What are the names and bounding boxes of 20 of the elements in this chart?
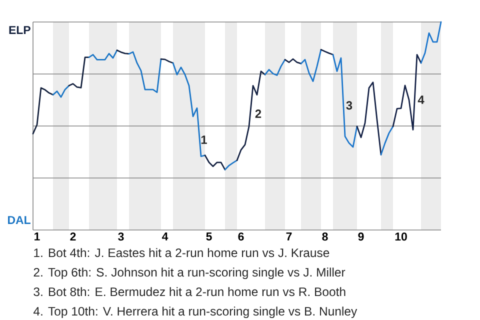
text: 1. Bot 4th: J. Eastes hit a 2-run home run vs J. Krause bbox=[34, 248, 330, 258]
x-tick-label: 3 bbox=[118, 232, 124, 241]
x-tick-label: 6 bbox=[238, 232, 244, 241]
x-tick-label: 5 bbox=[206, 232, 212, 241]
x-tick-label: 8 bbox=[322, 232, 328, 241]
text: 3. Bot 8th: E. Bermudez hit a 2-run home run vs R. Booth bbox=[34, 287, 346, 296]
annotation: 3 bbox=[346, 101, 352, 110]
text: 4. Top 10th: V. Herrera hit a run-scoring single vs B. Nunley bbox=[33, 306, 358, 318]
x-tick-label: 10 bbox=[395, 232, 407, 241]
text: ELP bbox=[9, 26, 30, 34]
x-tick-label: 4 bbox=[162, 232, 168, 240]
text: DAL bbox=[8, 216, 30, 224]
x-tick-label: 7 bbox=[286, 232, 292, 240]
text: 2. Top 6th: S. Johnson hit a run-scoring single vs J. Miller bbox=[34, 268, 346, 280]
annotation: 1 bbox=[201, 136, 207, 144]
x-tick-label: 9 bbox=[358, 232, 364, 241]
x-tick-label: 1 bbox=[34, 232, 40, 240]
x-tick-label: 2 bbox=[70, 232, 76, 241]
annotation: 2 bbox=[255, 110, 262, 118]
annotation: 4 bbox=[418, 96, 424, 104]
